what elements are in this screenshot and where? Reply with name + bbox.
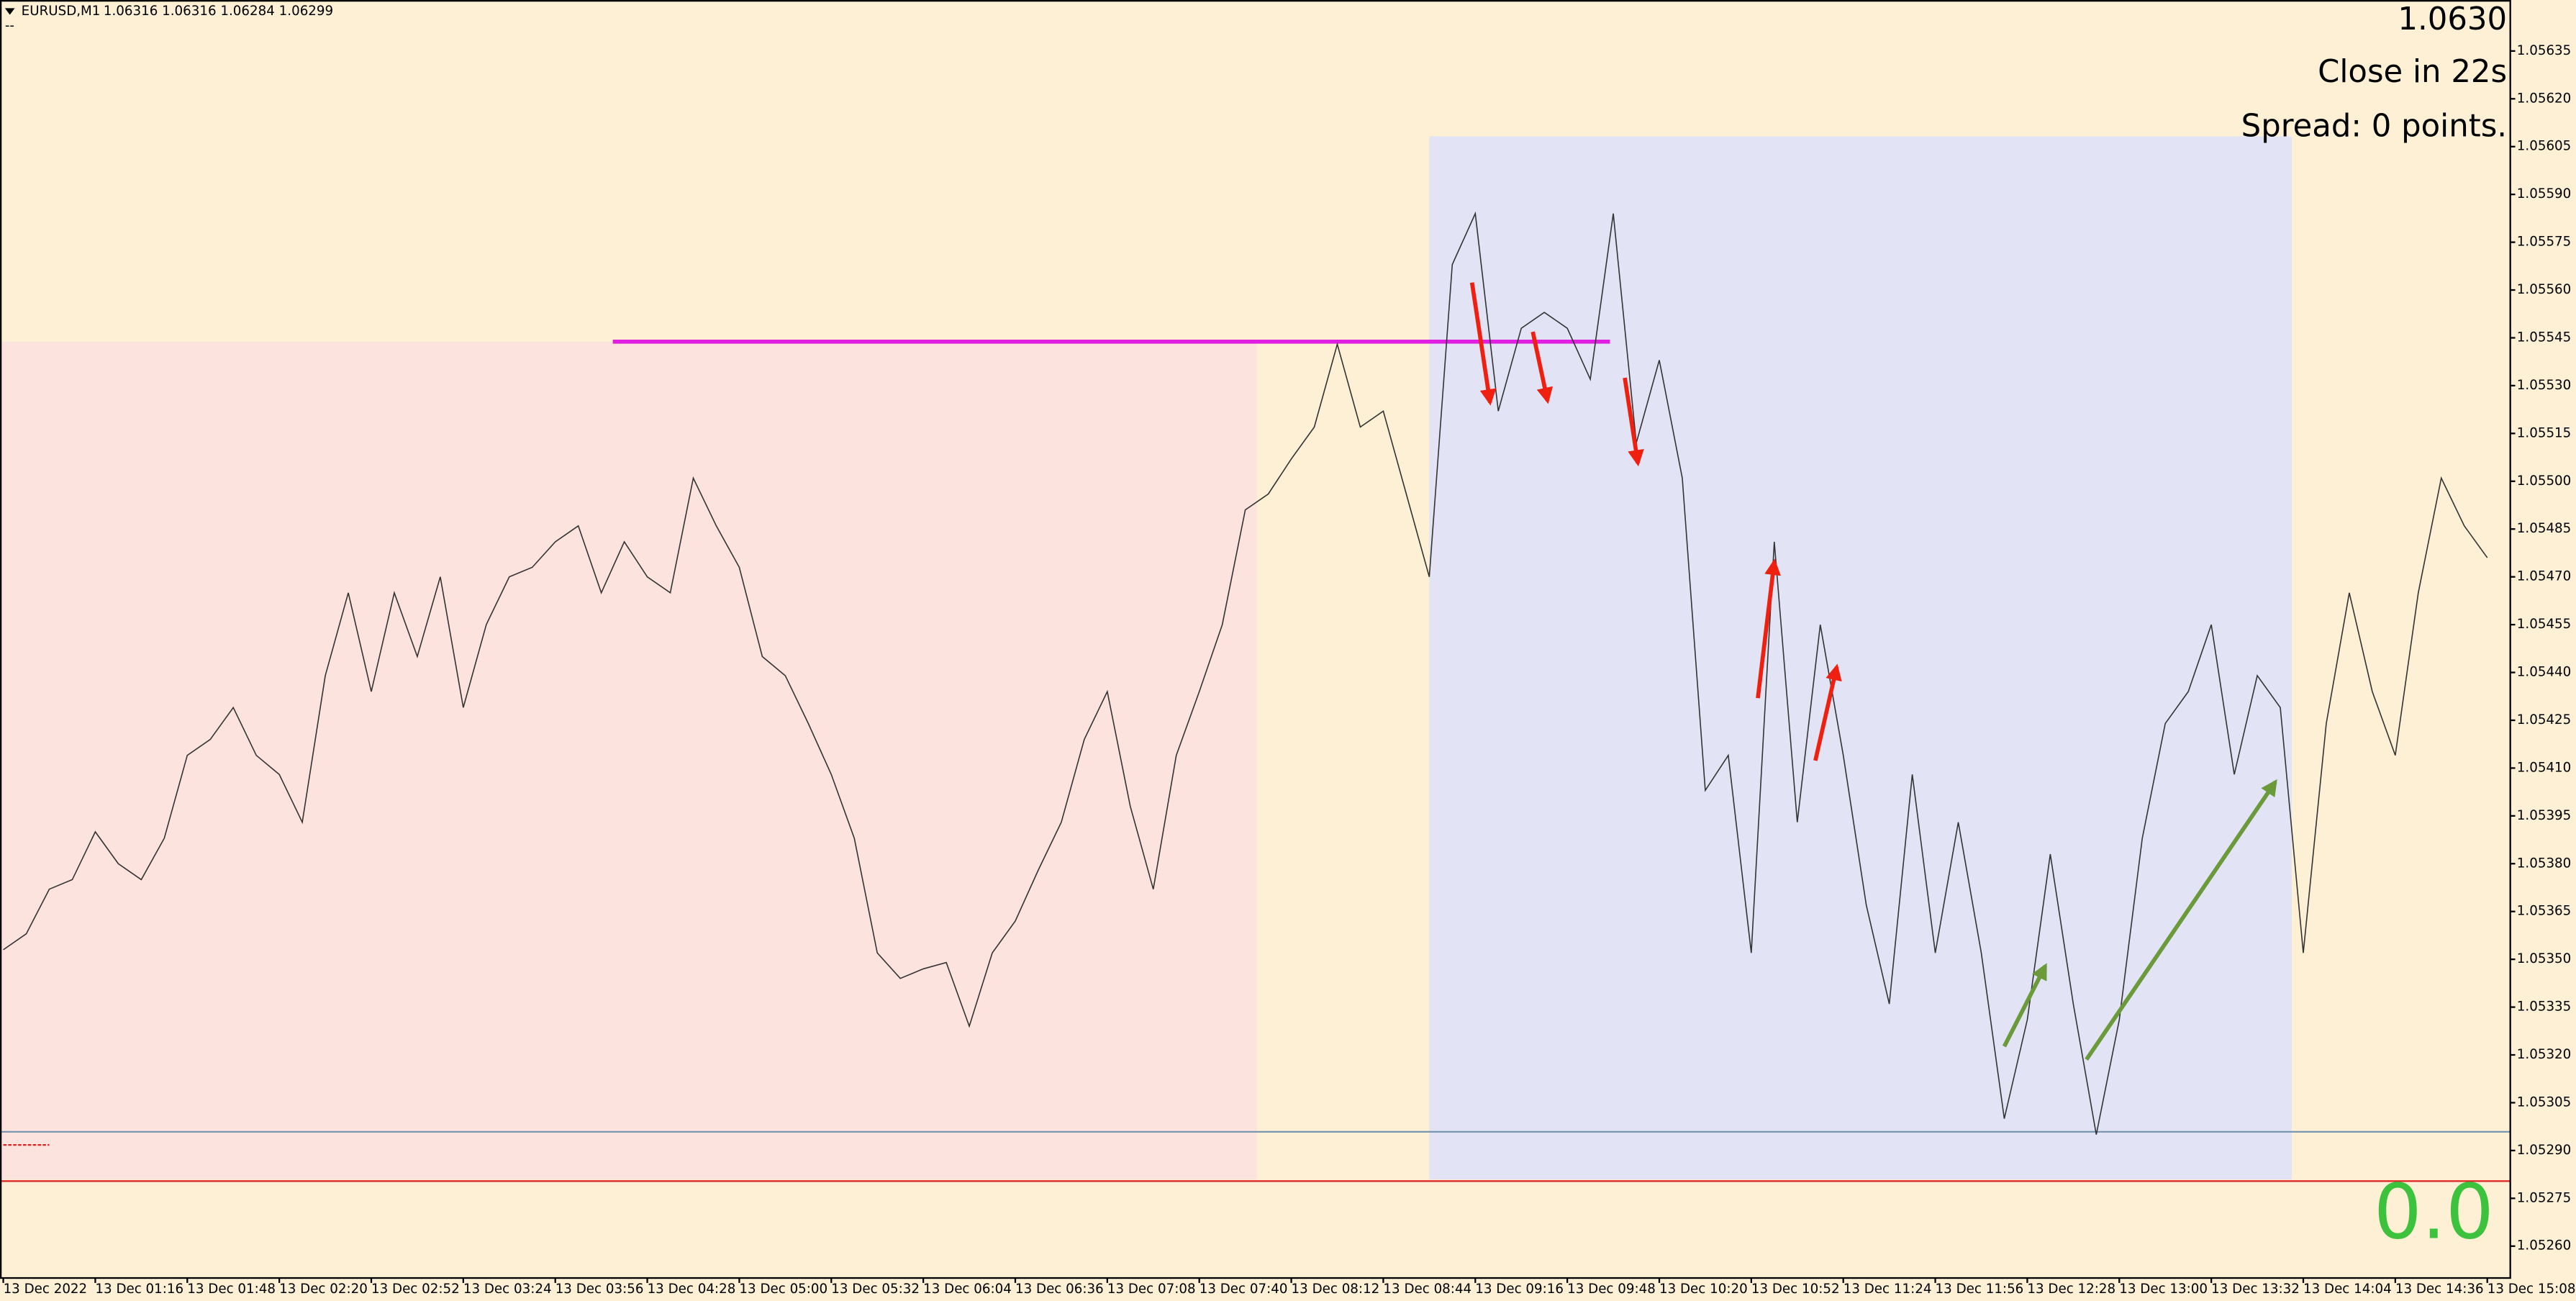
x-tick-label: 13 Dec 09:16 xyxy=(1475,1282,1564,1297)
x-tick-label: 13 Dec 04:28 xyxy=(648,1282,736,1297)
y-tick-label: 1.05590 xyxy=(2517,186,2571,201)
x-tick-label: 13 Dec 10:52 xyxy=(1751,1282,1840,1297)
arrow xyxy=(1623,377,1644,467)
x-tick-label: 13 Dec 08:44 xyxy=(1383,1282,1471,1297)
y-tick-label: 1.05305 xyxy=(2517,1094,2571,1110)
y-tick-label: 1.05605 xyxy=(2517,139,2571,154)
y-tick-label: 1.05395 xyxy=(2517,808,2571,823)
header-marker: -- xyxy=(5,19,14,34)
plot xyxy=(3,211,2488,1135)
y-tick-label: 1.05515 xyxy=(2517,425,2571,440)
x-tick-label: 13 Dec 13:00 xyxy=(2119,1282,2208,1297)
x-tick-label: 13 Dec 01:16 xyxy=(95,1282,183,1297)
y-tick-label: 1.05365 xyxy=(2517,904,2571,919)
x-tick-label: 13 Dec 15:08 xyxy=(2487,1282,2576,1297)
y-tick-label: 1.05260 xyxy=(2517,1238,2571,1254)
arrow xyxy=(1813,663,1842,761)
x-tick-label: 13 Dec 07:08 xyxy=(1107,1282,1196,1297)
price: 1.0630 xyxy=(2398,1,2507,37)
y-tick-label: 1.05455 xyxy=(2517,617,2571,632)
x-tick-label: 13 Dec 11:56 xyxy=(1936,1282,2024,1297)
y-tick-label: 1.05530 xyxy=(2517,378,2571,393)
x-tick-label: 13 Dec 2022 xyxy=(4,1282,88,1297)
symbol: EURUSD,M1 xyxy=(22,4,101,19)
arrow xyxy=(1530,331,1554,404)
zone-blue xyxy=(1429,136,2292,1180)
y-tick-label: 1.05470 xyxy=(2517,569,2571,584)
y-tick-label: 1.05410 xyxy=(2517,760,2571,775)
x-tick-label: 13 Dec 02:52 xyxy=(371,1282,460,1297)
zone-pink xyxy=(0,341,1257,1180)
y-tick-label: 1.05620 xyxy=(2517,91,2571,106)
y-tick-label: 1.05500 xyxy=(2517,473,2571,489)
x-tick-label: 13 Dec 14:36 xyxy=(2395,1282,2484,1297)
x-tick-label: 13 Dec 02:20 xyxy=(279,1282,368,1297)
arrow xyxy=(1469,282,1497,406)
x-tick-label: 13 Dec 07:40 xyxy=(1199,1282,1288,1297)
x-tick-label: 13 Dec 10:20 xyxy=(1659,1282,1748,1297)
countdown: Close in 22s xyxy=(2318,54,2507,90)
x-tick-label: 13 Dec 03:56 xyxy=(555,1282,644,1297)
y-tick-label: 1.05575 xyxy=(2517,235,2571,250)
x-tick-label: 13 Dec 06:04 xyxy=(923,1282,1012,1297)
y-tick-label: 1.05485 xyxy=(2517,521,2571,536)
x-tick-label: 13 Dec 01:48 xyxy=(187,1282,276,1297)
y-tick-label: 1.05350 xyxy=(2517,951,2571,966)
x-tick-label: 13 Dec 06:36 xyxy=(1015,1282,1104,1297)
x-tick-label: 13 Dec 03:24 xyxy=(463,1282,552,1297)
arrow xyxy=(1756,558,1781,699)
y-tick-label: 1.05290 xyxy=(2517,1143,2571,1158)
ohlc: 1.06316 1.06316 1.06284 1.06299 xyxy=(104,4,333,19)
arrow xyxy=(2085,779,2277,1061)
arrows xyxy=(1469,282,2277,1061)
x-tick-label: 13 Dec 05:32 xyxy=(831,1282,920,1297)
y-tick-label: 1.05320 xyxy=(2517,1047,2571,1062)
y-tick-label: 1.05545 xyxy=(2517,330,2571,345)
menu-icon[interactable] xyxy=(4,8,15,15)
x-tick-label: 13 Dec 05:00 xyxy=(739,1282,827,1297)
y-tick-label: 1.05440 xyxy=(2517,665,2571,680)
x-tick-label: 13 Dec 08:12 xyxy=(1292,1282,1380,1297)
y-tick-label: 1.05335 xyxy=(2517,999,2571,1015)
profit: 0.0 xyxy=(2374,1168,2494,1256)
x-tick-label: 13 Dec 11:24 xyxy=(1843,1282,1932,1297)
y-tick-label: 1.05560 xyxy=(2517,282,2571,297)
x-tick-label: 13 Dec 09:48 xyxy=(1567,1282,1656,1297)
x-tick-label: 13 Dec 12:28 xyxy=(2027,1282,2115,1297)
x-tick-label: 13 Dec 14:04 xyxy=(2303,1282,2392,1297)
y-tick-label: 1.05380 xyxy=(2517,856,2571,871)
arrow xyxy=(2002,963,2048,1048)
y-tick-label: 1.05635 xyxy=(2517,43,2571,58)
x-tick-label: 13 Dec 13:32 xyxy=(2211,1282,2300,1297)
spread: Spread: 0 points. xyxy=(2241,109,2507,145)
frame xyxy=(0,0,2511,1279)
y-tick-label: 1.05425 xyxy=(2517,712,2571,727)
y-tick-label: 1.05275 xyxy=(2517,1190,2571,1205)
price-line xyxy=(3,211,2488,1135)
